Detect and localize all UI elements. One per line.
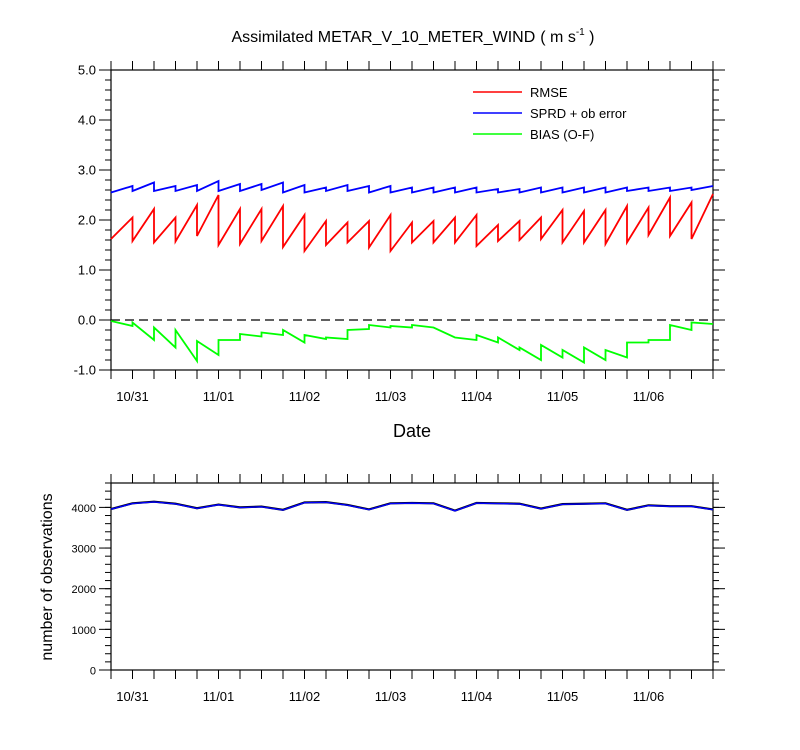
x-tick-label: 11/06	[633, 689, 665, 704]
y-tick-label: 0	[90, 666, 96, 678]
x-tick-label: 10/31	[116, 689, 149, 704]
y-tick-label: 1000	[72, 625, 96, 637]
title-units-exp: -1	[576, 27, 585, 38]
legend-label-rmse: RMSE	[530, 85, 568, 100]
x-tick-label: 11/04	[461, 689, 493, 704]
x-tick-label: 11/05	[547, 689, 579, 704]
title-units-suffix: )	[585, 29, 595, 46]
x-tick-label: 11/01	[203, 689, 235, 704]
bottom-chart: 10/31 11/01 11/02 11/03 11/04 11/05 11/06 0 1000…	[39, 474, 725, 704]
top-chart: 10/31 11/01 11/02 11/03 11/04 11/05 11/06 -1.0 0…	[74, 61, 725, 441]
legend: RMSE SPRD + ob error BIAS (O-F)	[473, 85, 627, 142]
y-tick-label: 4.0	[78, 113, 96, 128]
title-main: Assimilated METAR_V_10_METER_WIND	[231, 29, 535, 46]
x-axis-label: Date	[393, 421, 431, 441]
legend-label-sprd: SPRD + ob error	[530, 106, 627, 121]
x-tick-label: 11/04	[461, 389, 493, 404]
x-tick-label: 11/02	[289, 389, 321, 404]
x-tick-label: 11/05	[547, 389, 579, 404]
legend-label-bias: BIAS (O-F)	[530, 127, 594, 142]
x-tick-label: 11/06	[633, 389, 665, 404]
x-tick-label: 11/02	[289, 689, 321, 704]
title-units-prefix: ( m s	[540, 29, 576, 46]
x-tick-label: 11/03	[375, 689, 407, 704]
y-tick-label: 5.0	[78, 63, 96, 78]
y-tick-label: 2000	[72, 584, 96, 596]
y-tick-label: 0.0	[78, 313, 96, 328]
chart-title: Assimilated METAR_V_10_METER_WIND ( m s-1…	[231, 27, 594, 46]
bottom-plot-frame	[110, 482, 714, 671]
obs-count-line-assimilated	[110, 501, 714, 512]
y-tick-label: 2.0	[78, 213, 96, 228]
x-tick-label: 10/31	[116, 389, 149, 404]
y-tick-label: 4000	[72, 503, 96, 515]
y-tick-label: 1.0	[78, 263, 96, 278]
y-tick-label: -1.0	[74, 363, 96, 378]
x-tick-label: 11/03	[375, 389, 407, 404]
y-tick-label: 3.0	[78, 163, 96, 178]
series-line-sprd	[110, 179, 714, 194]
series-line-rmse	[110, 193, 714, 254]
series-line-bias	[110, 320, 714, 365]
y-axis-label-observations: number of observations	[39, 493, 56, 660]
y-tick-label: 3000	[72, 544, 96, 556]
x-tick-label: 11/01	[203, 389, 235, 404]
